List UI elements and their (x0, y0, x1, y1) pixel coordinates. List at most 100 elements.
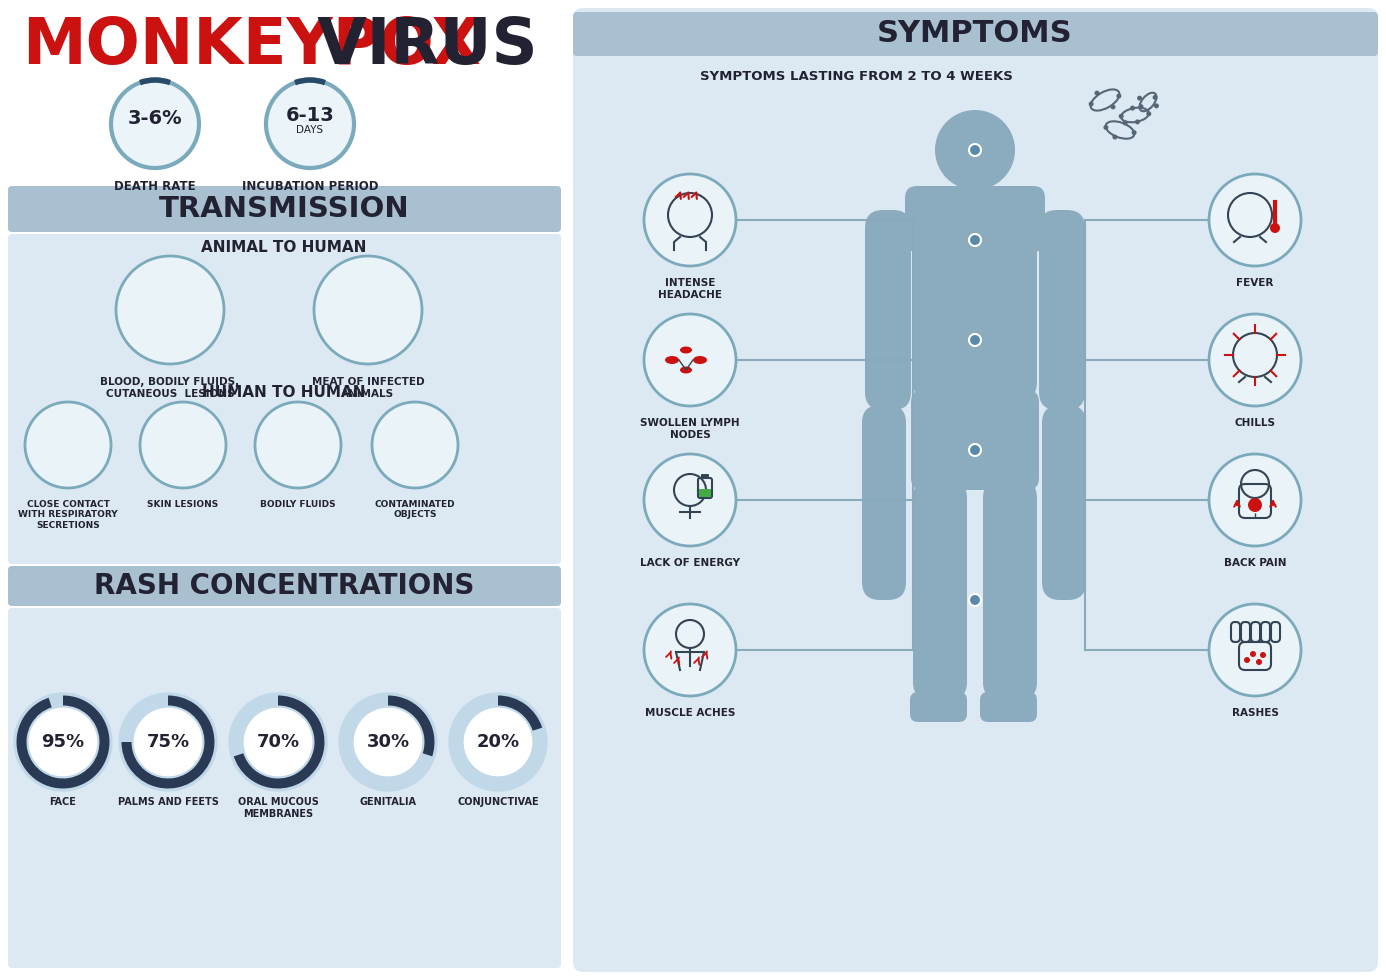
Circle shape (1119, 114, 1124, 119)
Circle shape (21, 700, 105, 784)
Text: 20%: 20% (477, 733, 520, 751)
Circle shape (1270, 223, 1281, 233)
Text: INCUBATION PERIOD: INCUBATION PERIOD (241, 180, 378, 193)
Text: INTENSE
HEADACHE: INTENSE HEADACHE (658, 278, 722, 300)
Text: CONTAMINATED
OBJECTS: CONTAMINATED OBJECTS (374, 500, 456, 519)
Text: GENITALIA: GENITALIA (359, 797, 417, 807)
Text: CLOSE CONTACT
WITH RESPIRATORY
SECRETIONS: CLOSE CONTACT WITH RESPIRATORY SECRETION… (18, 500, 118, 530)
Circle shape (969, 144, 981, 156)
Text: BACK PAIN: BACK PAIN (1224, 558, 1286, 568)
Text: 30%: 30% (366, 733, 409, 751)
FancyBboxPatch shape (8, 566, 561, 606)
Circle shape (936, 110, 1015, 190)
Text: ANIMAL TO HUMAN: ANIMAL TO HUMAN (201, 240, 367, 255)
FancyBboxPatch shape (911, 692, 967, 722)
Circle shape (1131, 130, 1137, 135)
Text: ORAL MUCOUS
MEMBRANES: ORAL MUCOUS MEMBRANES (237, 797, 319, 818)
Circle shape (1123, 121, 1128, 125)
FancyBboxPatch shape (699, 489, 711, 497)
Text: 70%: 70% (256, 733, 299, 751)
FancyBboxPatch shape (8, 186, 561, 232)
Circle shape (1260, 652, 1265, 658)
Circle shape (1110, 105, 1116, 110)
Circle shape (1245, 657, 1250, 663)
Text: VIRUS: VIRUS (295, 15, 538, 77)
Text: MUSCLE ACHES: MUSCLE ACHES (644, 708, 735, 718)
FancyBboxPatch shape (8, 8, 561, 972)
FancyBboxPatch shape (983, 480, 1037, 700)
Circle shape (1256, 659, 1263, 665)
Ellipse shape (693, 356, 707, 364)
Text: CONJUNCTIVAE: CONJUNCTIVAE (457, 797, 539, 807)
Ellipse shape (681, 347, 692, 354)
Ellipse shape (665, 356, 679, 364)
Text: TRANSMISSION: TRANSMISSION (158, 195, 409, 223)
Circle shape (1209, 174, 1301, 266)
Text: FEVER: FEVER (1236, 278, 1274, 288)
Circle shape (116, 256, 225, 364)
Circle shape (1113, 134, 1117, 139)
Ellipse shape (681, 367, 692, 373)
Circle shape (315, 256, 421, 364)
Circle shape (969, 234, 981, 246)
FancyBboxPatch shape (913, 190, 1037, 400)
FancyBboxPatch shape (862, 405, 906, 600)
Circle shape (644, 314, 736, 406)
FancyBboxPatch shape (572, 8, 1378, 972)
FancyBboxPatch shape (911, 390, 1040, 490)
Text: CHILLS: CHILLS (1235, 418, 1275, 428)
Circle shape (111, 80, 200, 168)
FancyBboxPatch shape (8, 608, 561, 968)
Circle shape (644, 174, 736, 266)
Text: FACE: FACE (50, 797, 76, 807)
FancyBboxPatch shape (960, 184, 990, 198)
Circle shape (1135, 120, 1139, 124)
Circle shape (25, 402, 111, 488)
Circle shape (266, 80, 353, 168)
Circle shape (1088, 102, 1094, 107)
Text: DAYS: DAYS (297, 125, 323, 135)
Circle shape (1138, 104, 1143, 109)
Text: LACK OF ENERGY: LACK OF ENERGY (640, 558, 740, 568)
Text: BODILY FLUIDS: BODILY FLUIDS (261, 500, 335, 509)
Circle shape (1116, 93, 1121, 99)
Circle shape (236, 700, 320, 784)
Circle shape (346, 700, 430, 784)
Wedge shape (234, 696, 324, 789)
Text: DEATH RATE: DEATH RATE (114, 180, 195, 193)
Text: 75%: 75% (147, 733, 190, 751)
Text: RASHES: RASHES (1232, 708, 1278, 718)
Circle shape (969, 594, 981, 606)
Text: PALMS AND FEETS: PALMS AND FEETS (118, 797, 219, 807)
Circle shape (1155, 103, 1159, 109)
FancyBboxPatch shape (913, 480, 967, 700)
Text: RASH CONCENTRATIONS: RASH CONCENTRATIONS (94, 572, 474, 600)
Text: 6-13: 6-13 (286, 107, 334, 125)
FancyBboxPatch shape (865, 210, 911, 410)
FancyBboxPatch shape (980, 692, 1037, 722)
Circle shape (1209, 454, 1301, 546)
Circle shape (969, 334, 981, 346)
Circle shape (1209, 314, 1301, 406)
Text: SKIN LESIONS: SKIN LESIONS (147, 500, 219, 509)
Circle shape (644, 604, 736, 696)
Text: MEAT OF INFECTED
ANIMALS: MEAT OF INFECTED ANIMALS (312, 377, 424, 399)
Text: BLOOD, BODILY FLUIDS,
CUTANEOUS  LESIONS: BLOOD, BODILY FLUIDS, CUTANEOUS LESIONS (100, 377, 240, 399)
FancyBboxPatch shape (701, 474, 710, 478)
Circle shape (644, 454, 736, 546)
Circle shape (1146, 112, 1152, 117)
Circle shape (1209, 604, 1301, 696)
Circle shape (140, 402, 226, 488)
Circle shape (1153, 95, 1157, 100)
Circle shape (1137, 96, 1142, 101)
FancyBboxPatch shape (905, 186, 1045, 252)
Circle shape (1247, 498, 1263, 512)
Wedge shape (17, 696, 109, 789)
Wedge shape (388, 696, 434, 757)
Text: MONKEYPOX: MONKEYPOX (22, 15, 481, 77)
FancyBboxPatch shape (8, 234, 561, 564)
Circle shape (969, 444, 981, 456)
Text: SWOLLEN LYMPH
NODES: SWOLLEN LYMPH NODES (640, 418, 740, 440)
Circle shape (126, 700, 211, 784)
Text: 3-6%: 3-6% (128, 110, 183, 128)
